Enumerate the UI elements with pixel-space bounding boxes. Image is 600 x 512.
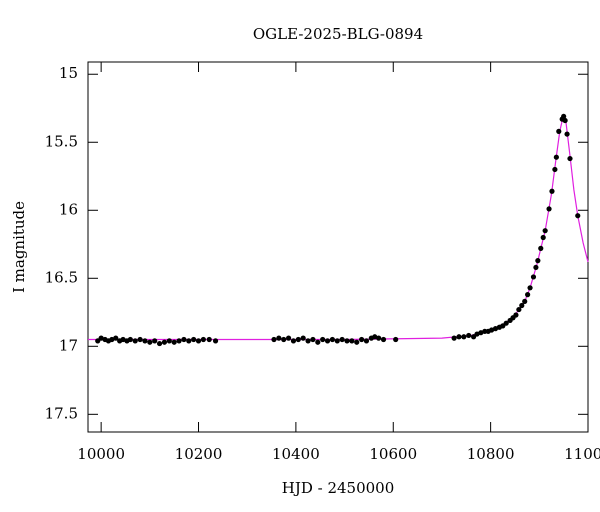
data-point: [176, 338, 182, 344]
data-point: [334, 338, 340, 344]
data-point: [519, 302, 525, 309]
data-point: [300, 335, 306, 341]
data-point: [552, 166, 558, 173]
data-point: [451, 335, 457, 341]
data-point: [171, 339, 177, 345]
x-tick-label: 10600: [369, 445, 417, 463]
data-point: [549, 188, 555, 194]
data-point: [456, 334, 462, 340]
data-point: [191, 336, 197, 343]
data-point: [181, 336, 187, 343]
data-point: [315, 339, 321, 345]
data-point: [212, 338, 219, 344]
data-point: [546, 206, 552, 212]
data-point: [380, 336, 387, 343]
data-point: [147, 339, 153, 345]
data-point: [359, 336, 365, 343]
data-point: [295, 336, 301, 343]
data-point: [206, 336, 212, 343]
data-point: [290, 338, 297, 344]
data-point: [540, 234, 546, 241]
data-point: [556, 128, 562, 134]
data-point: [320, 336, 326, 343]
data-point: [533, 264, 539, 271]
data-point: [561, 113, 567, 120]
data-point: [354, 339, 360, 345]
y-axis-label: I magnitude: [10, 201, 28, 293]
data-point: [535, 258, 541, 264]
data-point: [376, 335, 382, 341]
plot-frame: [87, 61, 589, 433]
data-point: [525, 292, 531, 298]
data-point: [393, 336, 399, 343]
data-point: [142, 338, 148, 344]
x-tick-label: 11000: [564, 445, 600, 463]
y-tick-label: 16.5: [45, 268, 78, 286]
data-point: [527, 285, 533, 291]
data-point: [542, 228, 548, 234]
data-point: [132, 338, 138, 344]
data-point: [522, 298, 528, 305]
data-point: [553, 154, 559, 160]
data-point: [186, 338, 192, 344]
y-tick-label: 16: [59, 200, 78, 218]
data-point: [200, 336, 206, 343]
x-tick-label: 10000: [77, 445, 125, 463]
data-point: [113, 335, 119, 341]
data-point: [567, 155, 573, 162]
data-point: [285, 335, 292, 341]
data-point: [339, 336, 345, 343]
data-point: [466, 332, 472, 339]
data-point: [161, 339, 168, 345]
y-tick-label: 17: [59, 336, 78, 354]
data-point: [310, 336, 316, 343]
data-point: [276, 335, 282, 341]
y-tick-label: 17.5: [45, 404, 78, 422]
data-point: [127, 336, 133, 343]
data-point: [461, 334, 467, 340]
data-point: [271, 336, 277, 343]
data-point: [516, 306, 522, 313]
data-point: [530, 274, 537, 280]
data-point: [363, 338, 370, 344]
x-tick-label: 10400: [272, 445, 320, 463]
x-tick-label: 10800: [467, 445, 515, 463]
data-point: [281, 336, 287, 343]
data-point: [305, 338, 311, 344]
data-point: [513, 312, 519, 318]
data-point: [564, 131, 570, 137]
data-point: [156, 340, 163, 347]
data-point: [324, 338, 331, 344]
y-tick-label: 15.5: [45, 132, 78, 150]
y-tick-label: 15: [59, 64, 78, 82]
data-point: [575, 213, 581, 219]
x-axis-label: HJD - 2450000: [282, 479, 395, 497]
data-point: [344, 338, 350, 344]
x-tick-label: 10200: [175, 445, 223, 463]
data-point: [349, 338, 355, 344]
model-curve: [88, 114, 589, 341]
data-point: [329, 336, 336, 343]
data-point: [166, 338, 172, 344]
chart-title: OGLE-2025-BLG-0894: [253, 25, 423, 43]
data-point: [152, 338, 158, 344]
data-point: [503, 320, 509, 326]
data-point: [562, 117, 568, 124]
data-point: [538, 245, 544, 251]
data-point: [137, 336, 143, 343]
data-point: [195, 338, 202, 344]
